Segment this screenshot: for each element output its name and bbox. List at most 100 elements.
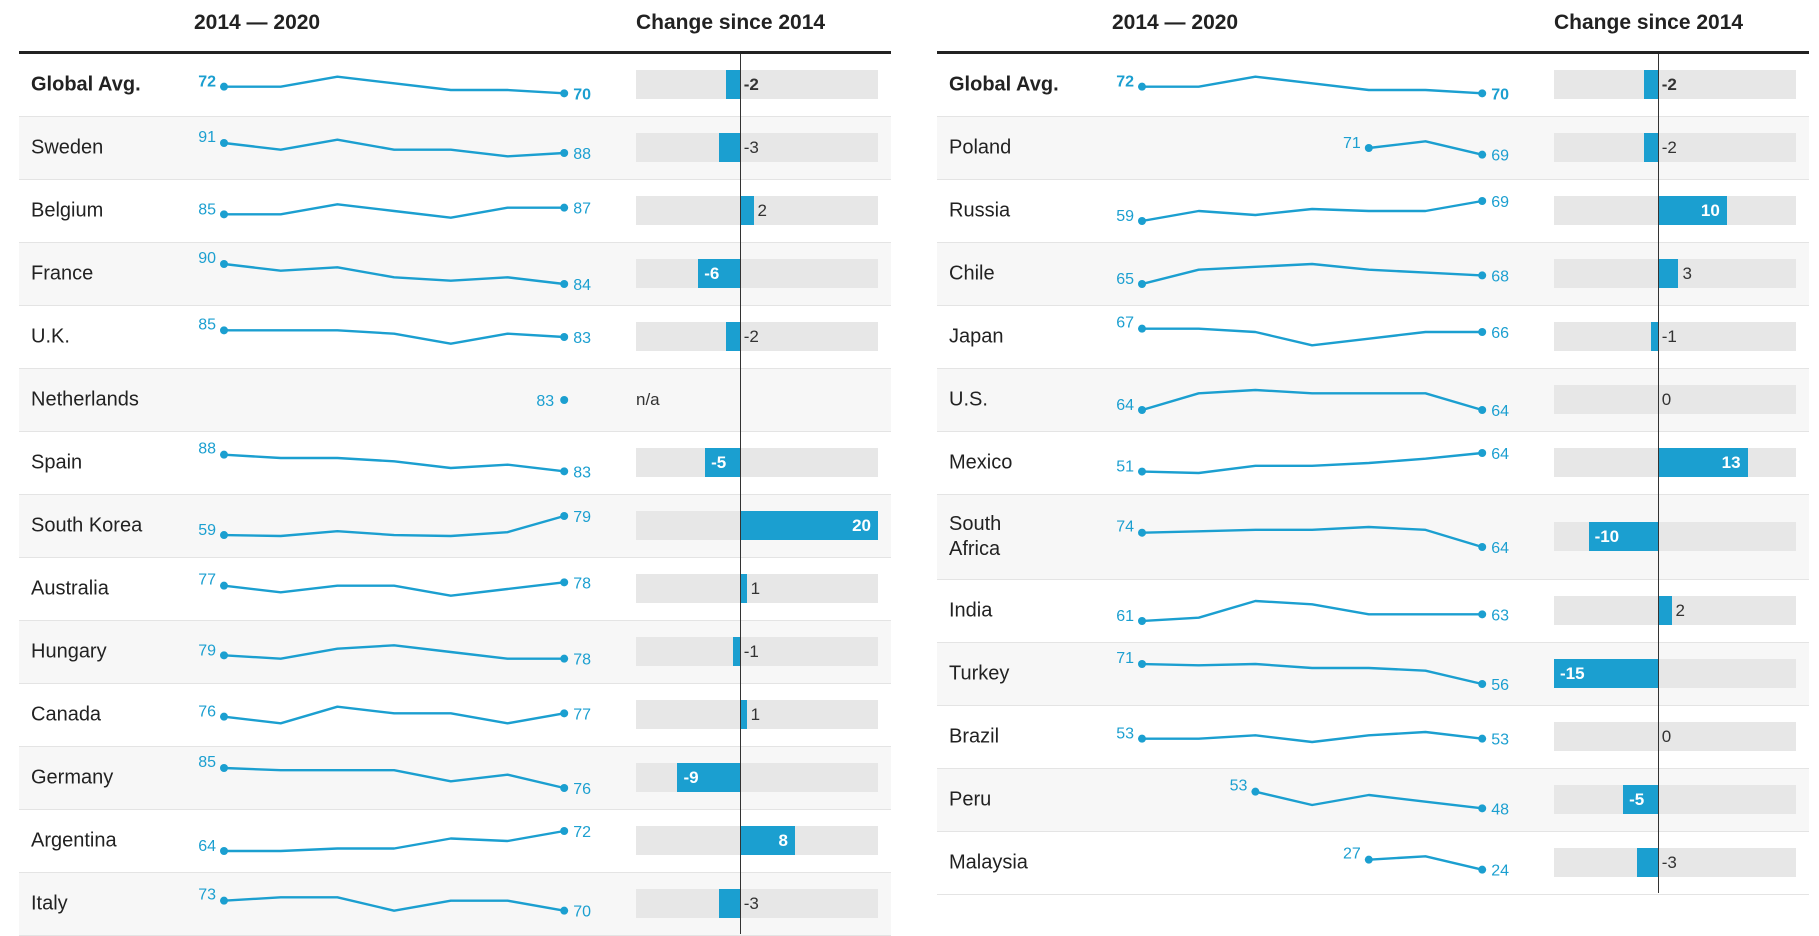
start-point [1138, 324, 1146, 333]
start-value-label: 85 [198, 316, 216, 333]
start-point [1138, 617, 1146, 625]
change-value-label: -5 [711, 452, 727, 472]
change-track: 8 [636, 826, 878, 855]
country-name: Poland [949, 136, 1012, 159]
change-bar [739, 574, 747, 603]
change-value-label: -1 [1661, 326, 1677, 346]
country-name: Belgium [31, 199, 104, 222]
trend-sparkline: 85 87 [198, 201, 591, 219]
trend-sparkline: 79 78 [198, 642, 591, 669]
trend-line [224, 329, 565, 345]
trend-line [223, 262, 565, 286]
trend-sparkline: 67 66 [1116, 315, 1509, 347]
change-bar [677, 763, 740, 792]
change-bar [739, 196, 754, 225]
trend-sparkline: 83 [536, 393, 569, 410]
country-name: Global Avg. [949, 73, 1059, 96]
change-value-label: 10 [1700, 200, 1720, 220]
end-value-label: 87 [573, 201, 591, 218]
trend-sparkline: 65 68 [1116, 262, 1509, 288]
end-value-label: 70 [1491, 86, 1509, 103]
change-track: -3 [1554, 848, 1796, 877]
change-track: 13 [1554, 448, 1796, 477]
end-point [560, 784, 569, 792]
start-point [220, 651, 228, 660]
change-value-label: 0 [1661, 726, 1672, 746]
change-track: -5 [636, 448, 878, 477]
change-value-label: -2 [1661, 74, 1677, 94]
start-value-label: 27 [1343, 846, 1361, 863]
change-value-label: 3 [1682, 263, 1692, 283]
change-value-label: -10 [1594, 526, 1620, 546]
country-name: Canada [31, 703, 102, 726]
start-point [220, 210, 228, 219]
end-value-label: 78 [573, 652, 591, 669]
start-point [1364, 855, 1373, 864]
trend-sparkline: 72 70 [198, 74, 591, 104]
trend-sparkline: 74 64 [1116, 519, 1509, 557]
change-value-label: 1 [750, 578, 761, 598]
end-value-label: 83 [536, 393, 554, 410]
country-name: South Korea [31, 514, 143, 537]
start-point [220, 712, 228, 721]
zero-axis-line [1657, 54, 1659, 893]
end-value-label: 77 [573, 706, 591, 723]
end-value-label: 68 [1491, 268, 1509, 285]
change-value-label: -2 [1661, 137, 1677, 157]
start-point [220, 847, 228, 855]
change-value-label: 0 [1661, 389, 1672, 409]
start-point [220, 581, 228, 590]
trend-sparkline: 77 78 [198, 572, 591, 597]
start-point [1138, 217, 1146, 225]
country-name: Australia [31, 577, 109, 600]
change-track: -10 [1554, 522, 1796, 551]
start-point [220, 326, 228, 335]
change-track: -3 [636, 889, 878, 918]
table-row: Argentina 64 72 8 [19, 810, 891, 873]
start-value-label: 79 [198, 642, 216, 659]
change-bar [1623, 785, 1658, 814]
trend-line [1141, 388, 1483, 412]
start-point [220, 260, 228, 268]
start-point [1138, 82, 1146, 91]
trend-column-header: 2014 — 2020 [1112, 11, 1239, 34]
change-track: 20 [636, 511, 878, 540]
trend-sparkline: 85 76 [198, 754, 591, 798]
change-track: -2 [636, 70, 878, 99]
change-bar [725, 322, 740, 351]
change-track: 1 [636, 574, 878, 603]
change-value-label: 1 [750, 704, 761, 724]
country-name: Netherlands [31, 388, 139, 411]
end-value-label: 69 [1491, 148, 1509, 165]
table-header: 2014 — 2020 Change since 2014 [19, 0, 891, 54]
change-bar [1643, 70, 1658, 99]
trend-sparkline: 88 83 [198, 441, 591, 482]
start-value-label: 53 [1116, 726, 1134, 743]
start-point [1138, 280, 1146, 288]
change-bar [739, 511, 878, 540]
trend-sparkline: 71 56 [1116, 650, 1509, 694]
start-value-label: 51 [1116, 459, 1134, 476]
end-value-label: 78 [573, 575, 591, 592]
country-name: Brazil [949, 725, 1000, 748]
change-bar [739, 700, 747, 729]
start-value-label: 71 [1343, 135, 1361, 152]
start-value-label: 76 [198, 704, 216, 721]
change-track: 2 [636, 196, 878, 225]
start-value-label: 53 [1230, 778, 1248, 795]
country-name: Argentina [31, 829, 117, 852]
trend-line [223, 453, 565, 473]
start-value-label: 77 [198, 572, 216, 589]
end-point [1478, 734, 1487, 743]
change-track: 3 [1554, 259, 1796, 288]
country-name: Germany [31, 766, 114, 789]
end-value-label: 83 [573, 464, 591, 481]
trend-line [1141, 662, 1483, 686]
table-row: Australia 77 78 1 [19, 558, 891, 621]
country-name: France [31, 262, 94, 285]
table-row: Spain 88 83 -5 [19, 432, 891, 495]
country-name: Russia [949, 199, 1011, 222]
trend-line [1255, 790, 1483, 810]
table-body: Global Avg. 72 70 -2 Poland 71 69 -2 Russia 59 69 1… [937, 54, 1809, 895]
table-row: South Korea 59 79 20 [19, 495, 891, 558]
